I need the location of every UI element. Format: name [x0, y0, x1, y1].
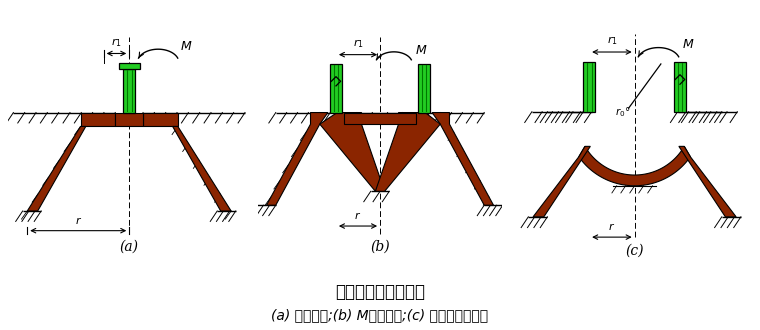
Text: (b): (b) — [370, 240, 390, 254]
Text: $r$: $r$ — [608, 221, 616, 232]
Text: (c): (c) — [625, 243, 644, 257]
Text: $r$: $r$ — [354, 211, 362, 221]
Bar — [330, 64, 342, 113]
Polygon shape — [116, 113, 143, 126]
Text: $r_1$: $r_1$ — [606, 34, 617, 47]
Text: $r_1$: $r_1$ — [111, 36, 122, 49]
Text: $r$: $r$ — [74, 215, 82, 226]
Polygon shape — [432, 113, 493, 205]
Polygon shape — [533, 147, 591, 217]
Text: $r_0°$: $r_0°$ — [615, 105, 630, 118]
Polygon shape — [143, 113, 178, 126]
Text: 壳体基础的结构型式: 壳体基础的结构型式 — [335, 283, 425, 301]
Bar — [418, 64, 430, 113]
Bar — [583, 62, 595, 112]
Polygon shape — [27, 126, 86, 211]
Text: (a): (a) — [120, 240, 139, 254]
Polygon shape — [679, 147, 736, 217]
Polygon shape — [320, 113, 385, 191]
Text: $M$: $M$ — [180, 40, 192, 53]
Polygon shape — [81, 113, 116, 126]
Bar — [674, 62, 686, 112]
Bar — [123, 69, 135, 113]
Text: $M$: $M$ — [415, 44, 427, 56]
Polygon shape — [375, 113, 440, 191]
Polygon shape — [173, 126, 231, 211]
Polygon shape — [267, 113, 328, 205]
Text: $M$: $M$ — [682, 38, 695, 51]
Polygon shape — [579, 147, 690, 186]
Text: (a) 正圆锥壳;(b) M型组合壳;(c) 内球外锥组合壳: (a) 正圆锥壳;(b) M型组合壳;(c) 内球外锥组合壳 — [271, 308, 489, 322]
Text: $r_1$: $r_1$ — [353, 37, 363, 50]
Polygon shape — [344, 113, 416, 124]
Bar — [119, 63, 140, 69]
